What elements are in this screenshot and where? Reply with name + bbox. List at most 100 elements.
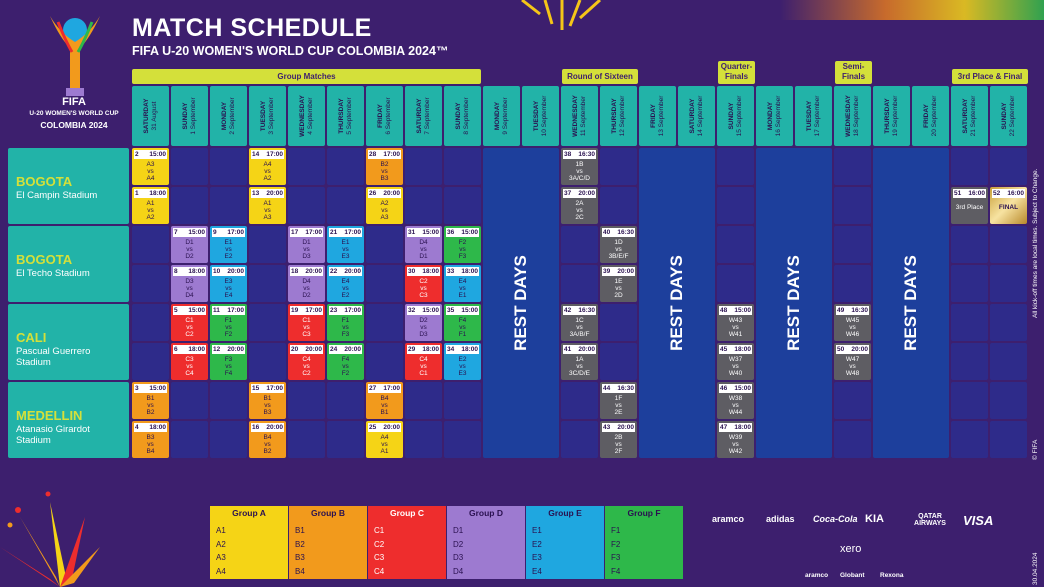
venue-city: BOGOTA (16, 174, 73, 189)
empty-slot (249, 304, 286, 341)
group-team: F3 (611, 553, 621, 562)
day-header: WEDNESDAY 4 September (288, 86, 325, 146)
match-card: 48 15:00 W43 vs W41 (717, 304, 754, 341)
match-number: 26 (369, 190, 377, 197)
match-card: 16 20:00 B4 vs B2 (249, 421, 286, 458)
empty-slot (288, 187, 325, 224)
empty-slot (132, 343, 169, 380)
venue-1: BOGOTA El Techo Stadium (8, 226, 129, 302)
sponsor-adidas: adidas (766, 514, 795, 524)
match-time: 16:00 (968, 190, 985, 197)
venue-stadium: El Techo Stadium (16, 268, 90, 279)
match-number: 34 (447, 346, 455, 353)
match-time: 15:00 (188, 307, 205, 314)
group-team: B2 (295, 539, 305, 549)
empty-slot (132, 304, 169, 341)
match-time: 18:00 (461, 268, 478, 275)
match-number: 7 (174, 229, 178, 236)
match-number: 20 (291, 346, 299, 353)
match-card: 18 20:00 D4 vs D2 (288, 265, 325, 302)
match-number: 27 (369, 385, 377, 392)
match-number: 30 (408, 268, 416, 275)
match-time: 15:00 (188, 229, 205, 236)
match-number: 16 (252, 424, 260, 431)
match-time: 15:00 (149, 151, 166, 158)
match-card: 7 15:00 D1 vs D2 (171, 226, 208, 263)
match-time: 17:00 (305, 229, 322, 236)
empty-slot (366, 265, 403, 302)
copyright: © FIFA (1032, 439, 1039, 460)
sponsor-visa: VISA (963, 513, 994, 528)
empty-slot (249, 265, 286, 302)
match-card: 43 20:00 2B vs 2F (600, 421, 637, 458)
match-card: 49 16:30 W45 vs W46 (834, 304, 871, 341)
match-number: 1 (135, 190, 139, 197)
match-time: 20:00 (305, 268, 322, 275)
group-team: D2 (453, 539, 464, 549)
match-number: 47 (720, 424, 728, 431)
empty-slot (951, 343, 988, 380)
empty-slot (951, 304, 988, 341)
group-team: C2 (374, 539, 385, 549)
empty-slot (951, 265, 988, 302)
match-card: 17 17:00 D1 vs D3 (288, 226, 325, 263)
group-table: Group C C1 C2 C3 C4 (368, 506, 446, 579)
match-number: 28 (369, 151, 377, 158)
match-number: 5 (174, 307, 178, 314)
match-number: 14 (252, 151, 260, 158)
match-time: 17:00 (344, 307, 361, 314)
empty-slot (171, 382, 208, 419)
empty-slot (132, 226, 169, 263)
empty-slot (951, 148, 988, 185)
day-header: SUNDAY 15 September (717, 86, 754, 146)
match-card: 19 17:00 C1 vs C3 (288, 304, 325, 341)
match-number: 10 (213, 268, 221, 275)
match-card: 6 18:00 C3 vs C4 (171, 343, 208, 380)
empty-slot (600, 148, 637, 185)
match-card: 23 17:00 F1 vs F3 (327, 304, 364, 341)
match-card: 35 15:00 F4 vs F1 (444, 304, 481, 341)
empty-slot (561, 421, 598, 458)
match-number: 36 (447, 229, 455, 236)
empty-slot (990, 421, 1027, 458)
match-time: 20:00 (227, 268, 244, 275)
empty-slot (561, 265, 598, 302)
empty-slot (288, 148, 325, 185)
empty-slot (600, 187, 637, 224)
sponsor-coca-cola: Coca-Cola (813, 514, 858, 524)
match-time: 18:00 (188, 268, 205, 275)
day-header: THURSDAY 5 September (327, 86, 364, 146)
match-time: 16:30 (851, 307, 868, 314)
empty-slot (171, 148, 208, 185)
phase-final: 3rd Place & Final (952, 69, 1028, 84)
empty-slot (288, 421, 325, 458)
match-number: 48 (720, 307, 728, 314)
group-team: F2 (611, 539, 621, 549)
day-header: THURSDAY 12 September (600, 86, 637, 146)
rest-days-block: REST DAYS (873, 148, 949, 458)
match-number: 18 (291, 268, 299, 275)
phase-semi-finals: Semi-Finals (835, 61, 872, 84)
venue-2: CALI Pascual Guerrero Stadium (8, 304, 129, 380)
empty-slot (405, 187, 442, 224)
match-number: 23 (330, 307, 338, 314)
page-subtitle: FIFA U-20 WOMEN'S WORLD CUP COLOMBIA 202… (132, 44, 449, 58)
match-card: 2 15:00 A3 vs A4 (132, 148, 169, 185)
group-table: Group A A1 A2 A3 A4 (210, 506, 288, 579)
match-time: 17:00 (266, 151, 283, 158)
day-header: TUESDAY 17 September (795, 86, 832, 146)
sponsor-kia: KIA (865, 513, 884, 525)
match-number: 12 (213, 346, 221, 353)
match-number: 32 (408, 307, 416, 314)
empty-slot (951, 421, 988, 458)
match-card: 26 20:00 A2 vs A3 (366, 187, 403, 224)
phase-group-matches: Group Matches (132, 69, 481, 84)
match-time: 18:00 (149, 190, 166, 197)
empty-slot (834, 187, 871, 224)
supporter-globant: Globant (840, 572, 865, 579)
match-card: 44 16:30 1F vs 2E (600, 382, 637, 419)
day-header: SATURDAY 14 September (678, 86, 715, 146)
sun-decoration (521, 0, 602, 30)
match-time: 15:00 (461, 307, 478, 314)
sponsor-xero: xero (840, 543, 862, 555)
